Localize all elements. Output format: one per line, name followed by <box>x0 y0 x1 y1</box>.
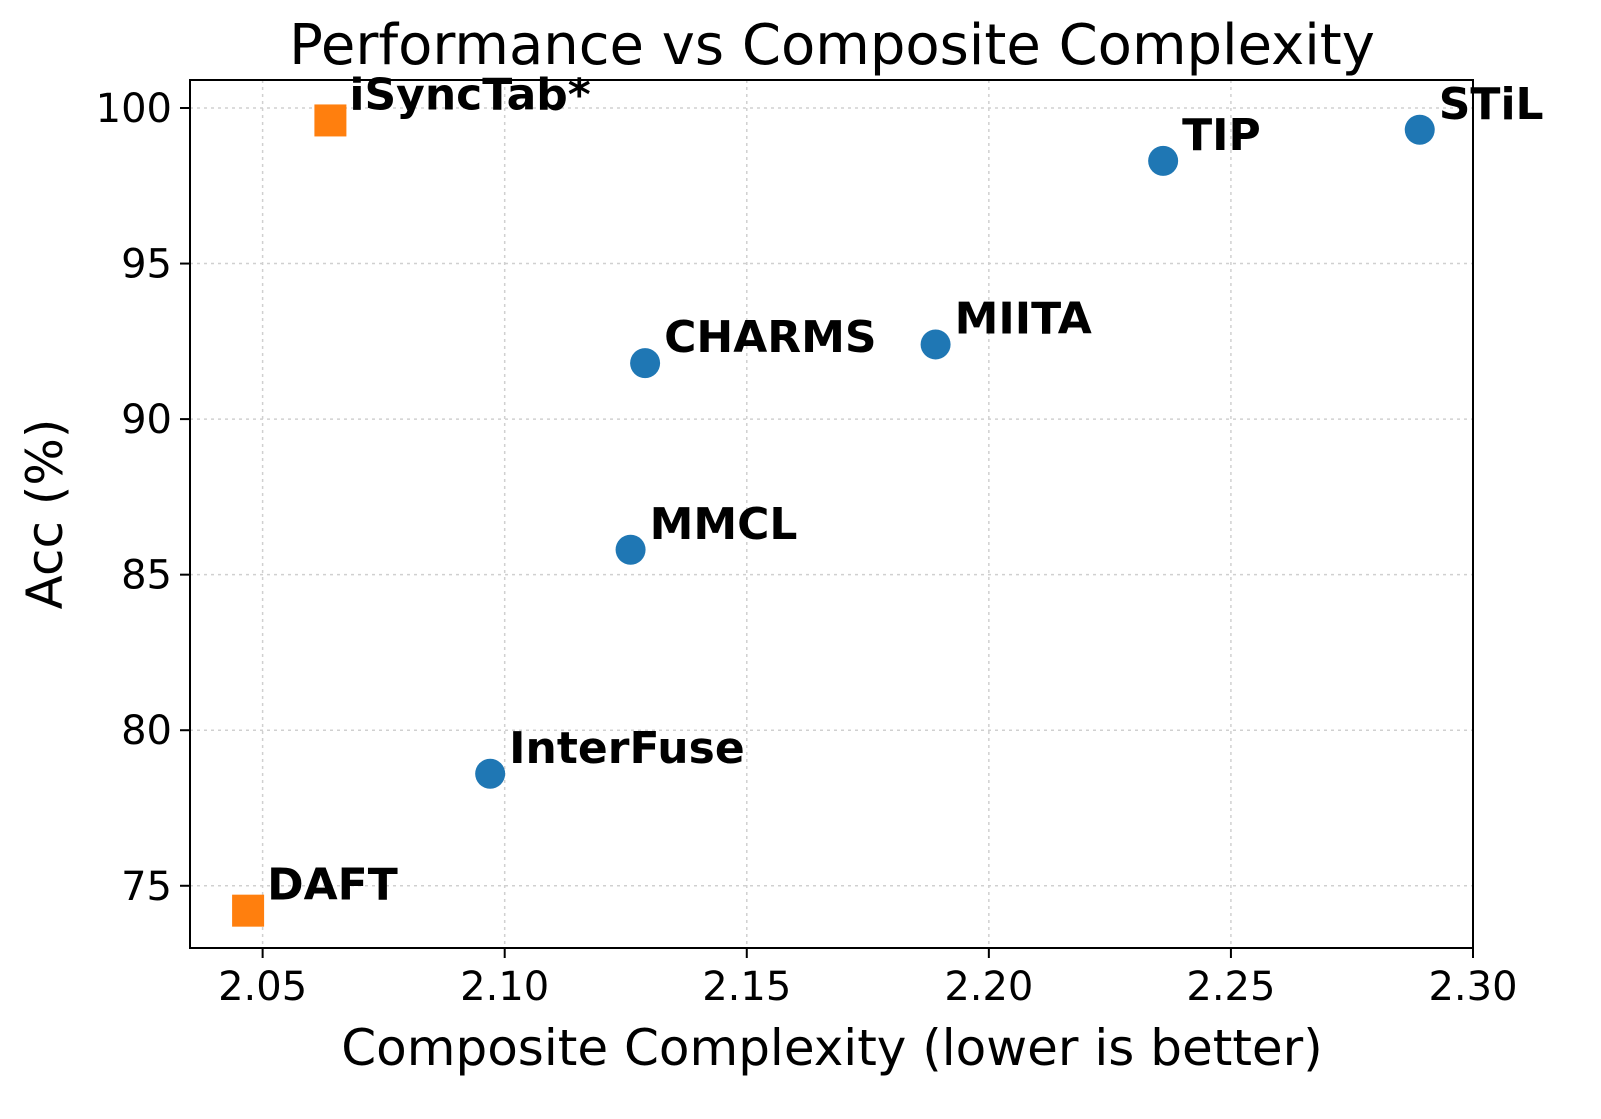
point-label-interfuse: InterFuse <box>509 723 745 774</box>
point-label-mmcl: MMCL <box>650 499 798 550</box>
point-marker-isynctab <box>314 104 347 137</box>
point-marker-tip <box>1148 145 1179 176</box>
y-tick-label: 80 <box>121 708 172 754</box>
point-label-miita: MIITA <box>955 293 1092 344</box>
axis-layer: 2.05 2.10 2.15 2.20 2.25 2.30 75 80 85 90 95 100 <box>96 86 1518 1010</box>
points-layer: iSyncTab* DAFT InterFuse MMCL CHARMS MIITA TIP… <box>232 69 1544 927</box>
x-tick-label: 2.25 <box>1186 964 1275 1010</box>
y-tick-label: 75 <box>121 864 172 910</box>
point-marker-charms <box>630 348 661 379</box>
point-marker-miita <box>920 329 951 360</box>
point-label-charms: CHARMS <box>664 312 877 363</box>
point-marker-daft <box>232 894 265 927</box>
y-tick-label: 90 <box>121 397 172 443</box>
chart-title: Performance vs Composite Complexity <box>289 13 1375 78</box>
y-tick-label: 100 <box>96 86 172 132</box>
y-axis-label: Acc (%) <box>16 419 74 610</box>
grid-layer <box>190 80 1474 948</box>
y-tick-label: 85 <box>121 553 172 599</box>
point-marker-stil <box>1404 114 1435 145</box>
x-tick-label: 2.05 <box>218 964 307 1010</box>
plot-frame <box>189 79 1474 949</box>
y-tick-label: 95 <box>121 242 172 288</box>
point-marker-interfuse <box>475 758 506 789</box>
point-marker-mmcl <box>615 534 646 565</box>
x-tick-label: 2.15 <box>702 964 791 1010</box>
point-label-daft: DAFT <box>267 860 398 911</box>
x-axis-label: Composite Complexity (lower is better) <box>341 1019 1323 1077</box>
point-label-tip: TIP <box>1182 110 1261 161</box>
x-tick-label: 2.20 <box>944 964 1033 1010</box>
point-label-isynctab: iSyncTab* <box>349 69 590 120</box>
point-label-stil: STiL <box>1439 79 1544 130</box>
x-tick-label: 2.30 <box>1428 964 1517 1010</box>
x-tick-label: 2.10 <box>460 964 549 1010</box>
